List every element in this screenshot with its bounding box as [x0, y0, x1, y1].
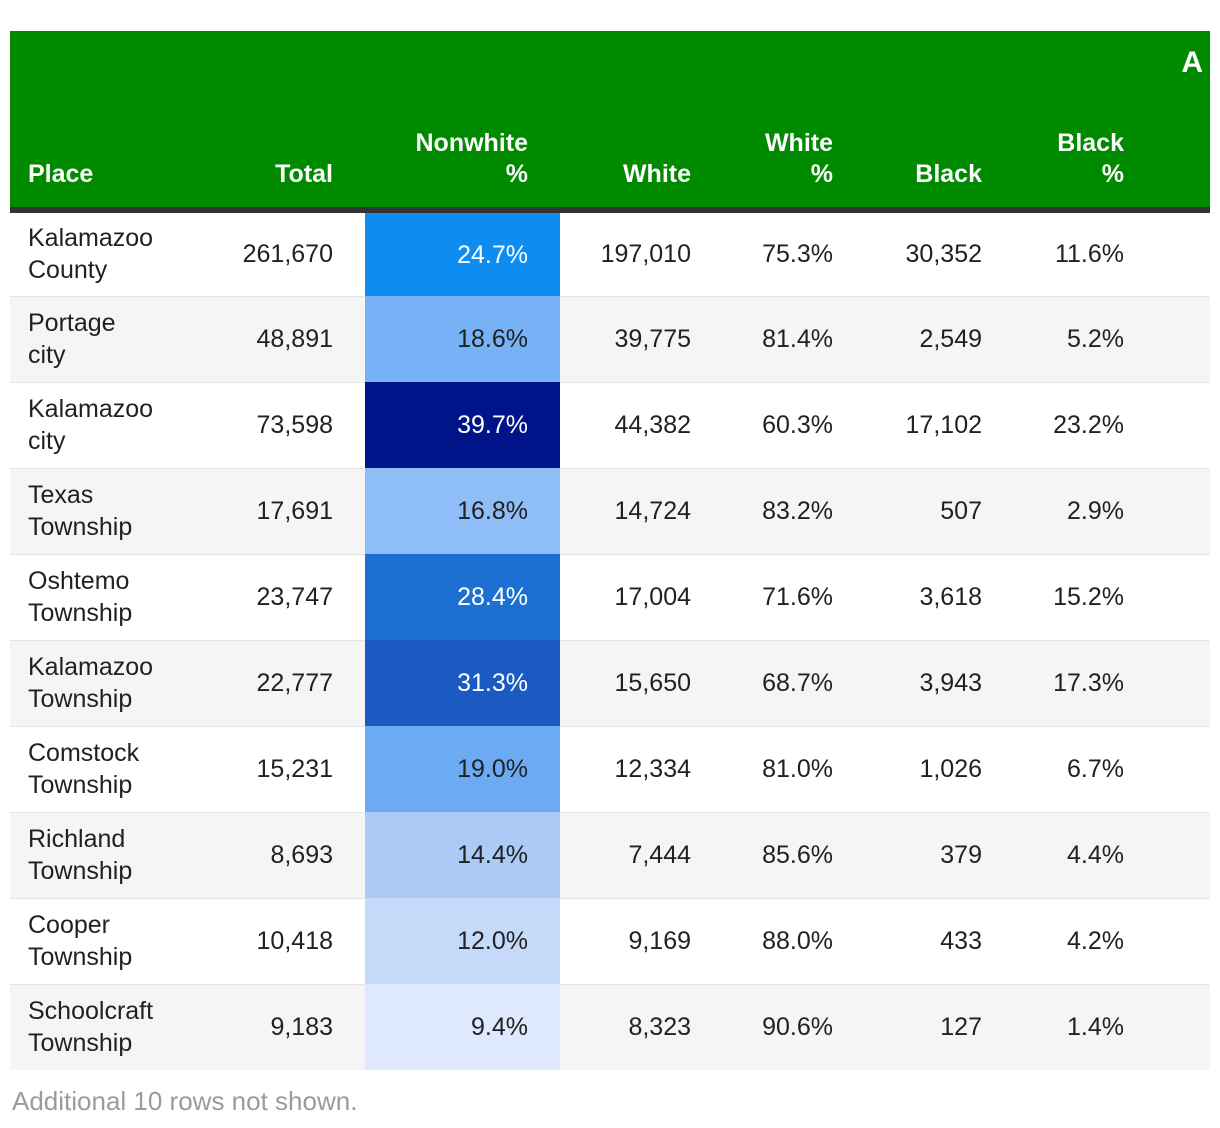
- cell-place: Kalamazoo Township: [10, 639, 230, 726]
- cell-total: 17,691: [230, 467, 365, 554]
- cell-black: 1,026: [863, 725, 1012, 812]
- table-row: Texas Township 17,691 16.8% 14,724 83.2% 507 2.…: [10, 467, 1210, 554]
- column-header-black_pct: Black%: [1012, 31, 1210, 213]
- cell-white: 12,334: [560, 725, 721, 812]
- cell-white: 39,775: [560, 295, 721, 382]
- cell-white_pct: 85.6%: [721, 811, 863, 898]
- table-row: Kalamazoo city 73,598 39.7% 44,382 60.3% 17,10…: [10, 381, 1210, 468]
- cell-black: 379: [863, 811, 1012, 898]
- column-header-white: White: [560, 31, 721, 213]
- cell-white: 15,650: [560, 639, 721, 726]
- cell-white: 44,382: [560, 381, 721, 468]
- cell-black_pct: 23.2%: [1012, 381, 1210, 468]
- cell-nonwhite_pct: 31.3%: [365, 640, 560, 726]
- table-row: Schoolcraft Township 9,183 9.4% 8,323 90.6% 12…: [10, 983, 1210, 1070]
- cell-place: Oshtemo Township: [10, 553, 230, 640]
- cell-total: 48,891: [230, 295, 365, 382]
- column-header-white_pct: White%: [721, 31, 863, 213]
- column-header-place: Place: [10, 31, 230, 213]
- cell-place: Comstock Township: [10, 725, 230, 812]
- cell-white_pct: 83.2%: [721, 467, 863, 554]
- cell-nonwhite_pct: 24.7%: [365, 210, 560, 296]
- table-header: Place Total Nonwhite% White White% Black Black…: [10, 31, 1210, 213]
- cell-white: 14,724: [560, 467, 721, 554]
- table-row: Oshtemo Township 23,747 28.4% 17,004 71.6% 3,6…: [10, 553, 1210, 640]
- cell-white_pct: 68.7%: [721, 639, 863, 726]
- table-body: Kalamazoo County 261,670 24.7% 197,010 75.3% 3…: [10, 210, 1210, 1070]
- cell-black_pct: 11.6%: [1012, 210, 1210, 296]
- cell-total: 8,693: [230, 811, 365, 898]
- table-row: Kalamazoo County 261,670 24.7% 197,010 75.3% 3…: [10, 210, 1210, 296]
- cell-place: Kalamazoo city: [10, 381, 230, 468]
- cell-place: Portage city: [10, 295, 230, 382]
- cell-black: 433: [863, 897, 1012, 984]
- cell-black_pct: 15.2%: [1012, 553, 1210, 640]
- cell-black_pct: 2.9%: [1012, 467, 1210, 554]
- column-header-black: Black: [863, 31, 1012, 213]
- cell-nonwhite_pct: 9.4%: [365, 984, 560, 1070]
- cell-total: 22,777: [230, 639, 365, 726]
- cell-white_pct: 60.3%: [721, 381, 863, 468]
- cell-total: 15,231: [230, 725, 365, 812]
- footer-note: Additional 10 rows not shown.: [12, 1086, 358, 1116]
- cell-nonwhite_pct: 19.0%: [365, 726, 560, 812]
- table-row: Kalamazoo Township 22,777 31.3% 15,650 68.7% 3…: [10, 639, 1210, 726]
- demographics-table-container: Place Total Nonwhite% White White% Black Black…: [10, 31, 1210, 1070]
- cell-black: 127: [863, 983, 1012, 1070]
- column-header-total: Total: [230, 31, 365, 213]
- cell-white: 17,004: [560, 553, 721, 640]
- cell-nonwhite_pct: 14.4%: [365, 812, 560, 898]
- header-corner-text: A: [1181, 46, 1203, 79]
- cell-total: 10,418: [230, 897, 365, 984]
- cell-nonwhite_pct: 18.6%: [365, 296, 560, 382]
- cell-nonwhite_pct: 39.7%: [365, 382, 560, 468]
- cell-white_pct: 90.6%: [721, 983, 863, 1070]
- cell-white_pct: 75.3%: [721, 210, 863, 296]
- table-row: Portage city 48,891 18.6% 39,775 81.4% 2,549 5.…: [10, 295, 1210, 382]
- cell-white: 9,169: [560, 897, 721, 984]
- cell-nonwhite_pct: 12.0%: [365, 898, 560, 984]
- cell-total: 23,747: [230, 553, 365, 640]
- cell-white_pct: 81.0%: [721, 725, 863, 812]
- cell-black_pct: 6.7%: [1012, 725, 1210, 812]
- cell-black: 3,618: [863, 553, 1012, 640]
- cell-white_pct: 81.4%: [721, 295, 863, 382]
- cell-black: 507: [863, 467, 1012, 554]
- cell-total: 261,670: [230, 210, 365, 296]
- cell-black: 30,352: [863, 210, 1012, 296]
- cell-white: 8,323: [560, 983, 721, 1070]
- cell-white_pct: 71.6%: [721, 553, 863, 640]
- cell-place: Richland Township: [10, 811, 230, 898]
- cell-total: 9,183: [230, 983, 365, 1070]
- cell-black_pct: 17.3%: [1012, 639, 1210, 726]
- table-row: Richland Township 8,693 14.4% 7,444 85.6% 379 4…: [10, 811, 1210, 898]
- cell-black_pct: 1.4%: [1012, 983, 1210, 1070]
- column-header-nonwhite_pct: Nonwhite%: [365, 31, 560, 213]
- cell-black: 2,549: [863, 295, 1012, 382]
- demographics-table: Place Total Nonwhite% White White% Black Black…: [10, 31, 1210, 1070]
- cell-total: 73,598: [230, 381, 365, 468]
- cell-white_pct: 88.0%: [721, 897, 863, 984]
- table-row: Comstock Township 15,231 19.0% 12,334 81.0% 1,…: [10, 725, 1210, 812]
- table-header-row: Place Total Nonwhite% White White% Black Black…: [10, 31, 1210, 213]
- cell-nonwhite_pct: 16.8%: [365, 468, 560, 554]
- cell-black_pct: 4.2%: [1012, 897, 1210, 984]
- cell-white: 197,010: [560, 210, 721, 296]
- cell-black: 3,943: [863, 639, 1012, 726]
- cell-black_pct: 5.2%: [1012, 295, 1210, 382]
- cell-black_pct: 4.4%: [1012, 811, 1210, 898]
- cell-place: Texas Township: [10, 467, 230, 554]
- cell-nonwhite_pct: 28.4%: [365, 554, 560, 640]
- cell-place: Kalamazoo County: [10, 210, 230, 296]
- cell-place: Schoolcraft Township: [10, 983, 230, 1070]
- table-row: Cooper Township 10,418 12.0% 9,169 88.0% 433 4.…: [10, 897, 1210, 984]
- cell-black: 17,102: [863, 381, 1012, 468]
- cell-place: Cooper Township: [10, 897, 230, 984]
- cell-white: 7,444: [560, 811, 721, 898]
